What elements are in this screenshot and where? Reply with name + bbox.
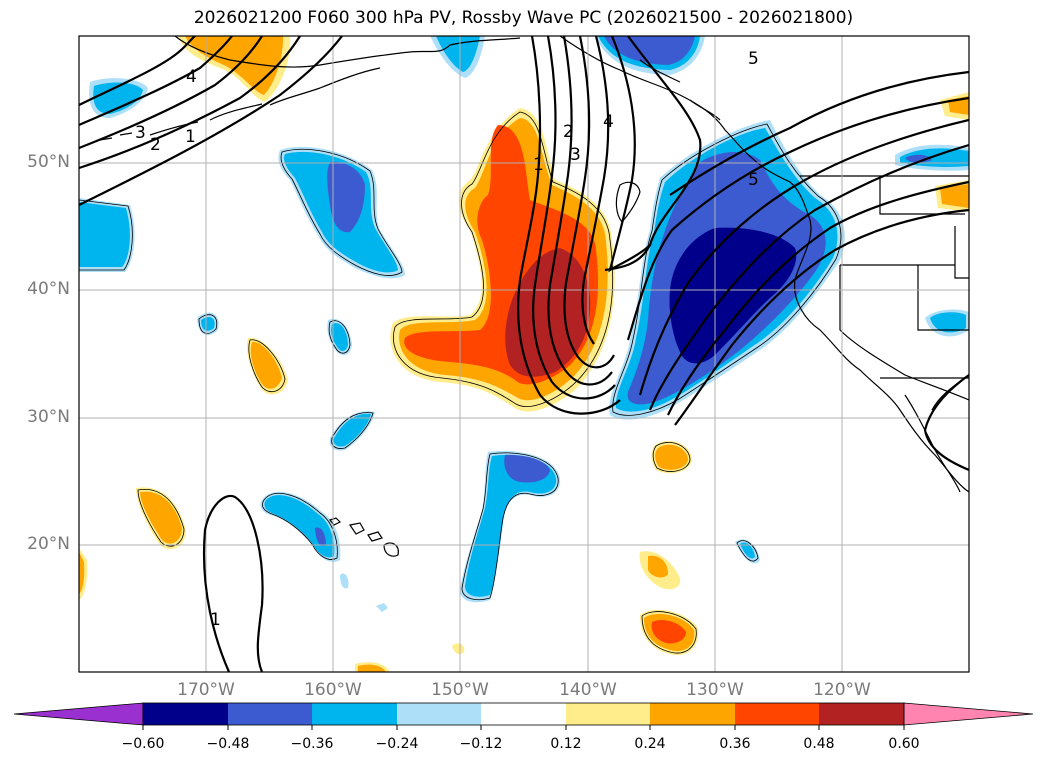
lat-label-30n: 30°N [27, 407, 70, 427]
lat-label-20n: 20°N [27, 534, 70, 554]
contour-label: 3 [570, 145, 581, 165]
lat-label-40n: 40°N [27, 279, 70, 299]
colorbar-tick-label: −0.24 [375, 736, 419, 752]
contour-label: 1 [210, 610, 221, 630]
contour-label: 5 [748, 170, 759, 190]
contour-label: 2 [150, 135, 161, 155]
lon-label-130w: 130°W [686, 680, 744, 700]
colorbar-tick-label: −0.12 [459, 736, 503, 752]
lon-label-160w: 160°W [304, 680, 362, 700]
lon-label-120w: 120°W [813, 680, 871, 700]
contour-labels: 4 3 2 1 1 2 3 4 5 5 1 [135, 49, 759, 630]
contour-label: 2 [563, 122, 574, 142]
contour-label: 4 [186, 67, 197, 87]
lat-label-50n: 50°N [27, 152, 70, 172]
colorbar-tick-label: −0.60 [121, 736, 165, 752]
colorbar-tick-label: 0.24 [634, 736, 666, 752]
chart-title: 2026021200 F060 300 hPa PV, Rossby Wave … [193, 8, 854, 28]
lon-label-150w: 150°W [431, 680, 489, 700]
colorbar-tick-label: 0.36 [719, 736, 751, 752]
lon-label-170w: 170°W [177, 680, 235, 700]
contour-label: 4 [603, 112, 614, 132]
contour-label: 1 [185, 127, 196, 147]
colorbar-tick-label: −0.36 [290, 736, 334, 752]
cool-anomaly-max [669, 227, 797, 364]
contour-label: 5 [748, 49, 759, 69]
contour-label: 3 [135, 123, 146, 143]
colorbar-tick-label: 0.12 [550, 736, 582, 752]
rossby-contours [79, 36, 969, 672]
lon-label-140w: 140°W [559, 680, 617, 700]
colorbar-tick-label: 0.48 [803, 736, 835, 752]
pv-anomaly-fills: 4 3 2 1 1 2 3 4 5 5 1 [79, 36, 969, 672]
map-frame [78, 35, 970, 673]
colorbar-tick-label: −0.48 [206, 736, 250, 752]
colorbar-tick-label: 0.60 [888, 736, 920, 752]
colorbar [13, 702, 1034, 730]
contour-label: 1 [533, 155, 544, 175]
